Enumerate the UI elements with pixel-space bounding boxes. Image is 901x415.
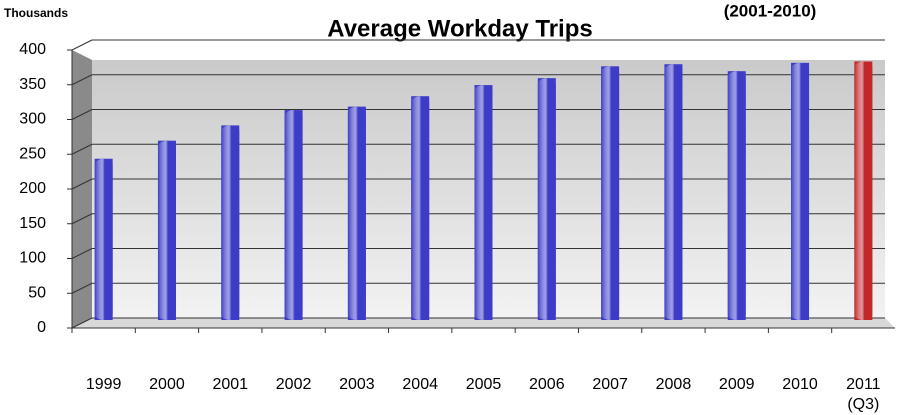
y-tick-label: 350: [19, 76, 46, 93]
x-tick-label: 2001: [212, 376, 249, 393]
chart-title: Average Workday Trips: [327, 15, 592, 42]
y-tick-label: 300: [19, 111, 46, 128]
x-tick-label: 2007: [592, 376, 628, 393]
grid-line: [71, 143, 93, 155]
bar: [854, 61, 873, 321]
y-tick-label: 200: [19, 180, 46, 197]
grid-line: [71, 109, 93, 120]
y-tick-label: 250: [19, 145, 46, 162]
bar: [157, 140, 176, 320]
y-tick-label: 50: [28, 284, 46, 301]
y-tick-label: 0: [37, 319, 46, 336]
bar: [94, 158, 113, 320]
y-tick-label: 400: [19, 41, 46, 58]
x-tick-label: 2002: [275, 376, 312, 393]
bar: [664, 64, 683, 321]
grid-line: [71, 317, 93, 329]
side-wall: [72, 50, 92, 328]
x-tick-label: 2010: [782, 376, 818, 393]
floor: [72, 318, 895, 328]
y-tick-label: 150: [19, 215, 46, 232]
grid-line: [71, 248, 93, 259]
x-tick-label: 2000: [149, 376, 185, 393]
x-tick-label: 2011 (Q3): [846, 376, 881, 413]
grid-line: [71, 213, 93, 225]
bar: [221, 125, 240, 321]
x-tick-label: 2004: [402, 376, 438, 393]
bar: [791, 62, 810, 320]
x-tick-label: 2008: [655, 376, 692, 393]
x-tick-label: 2009: [718, 376, 755, 393]
x-tick-label: 2003: [339, 376, 375, 393]
grid-line: [71, 282, 93, 294]
bar: [411, 96, 430, 321]
bar: [727, 71, 746, 320]
bar: [601, 66, 620, 320]
x-tick-label: 2005: [465, 376, 502, 393]
y-tick-label: 100: [19, 250, 46, 267]
bar: [284, 110, 303, 320]
x-tick-label: 2006: [529, 376, 565, 393]
grid-line: [71, 178, 93, 190]
bar: [347, 106, 366, 320]
bar: [474, 85, 493, 320]
y-axis-label: Thousands: [4, 6, 68, 20]
grid-line: [71, 74, 93, 86]
bar: [537, 78, 556, 320]
annotation: (2001-2010): [724, 1, 817, 20]
x-tick-label: 1999: [85, 376, 122, 393]
grid-line: [71, 39, 93, 51]
